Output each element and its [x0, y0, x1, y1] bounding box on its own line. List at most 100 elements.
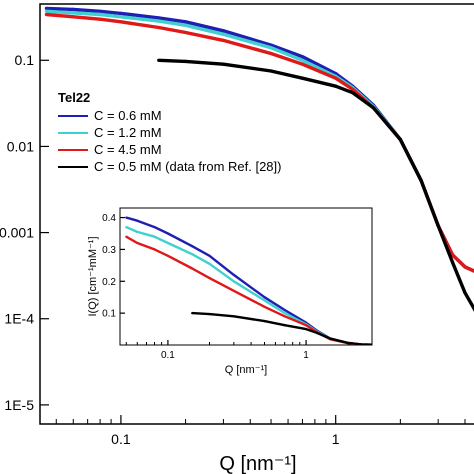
main-data-point	[351, 91, 355, 95]
inset-data-point	[191, 245, 194, 248]
main-x-tick-label: 1	[332, 431, 340, 447]
legend-entry: C = 0.6 mM	[58, 107, 358, 124]
inset-data-point	[208, 262, 211, 265]
inset-data-point	[136, 230, 139, 233]
main-frame	[39, 3, 474, 425]
main-data-point	[463, 291, 467, 295]
main-data-point	[71, 15, 75, 19]
main-data-point	[436, 224, 440, 228]
inset-data-point	[232, 289, 235, 292]
inset-data-point	[208, 313, 211, 316]
legend: Tel22 C = 0.6 mM C = 1.2 mM C = 4.5 mM C…	[58, 90, 358, 175]
main-data-point	[119, 15, 123, 19]
inset-series-group	[125, 216, 372, 345]
inset-data-point	[263, 305, 266, 308]
main-data-point	[300, 58, 304, 62]
inset-data-point	[305, 324, 308, 327]
inset-data-point	[283, 308, 286, 312]
main-data-point	[451, 260, 455, 265]
main-data-point	[98, 12, 102, 17]
inset-data-point	[370, 343, 372, 345]
inset-y-tick-label: 0.2	[102, 277, 116, 288]
inset-data-point	[136, 241, 139, 245]
legend-entry: C = 0.5 mM (data from Ref. [28])	[58, 158, 358, 175]
inset-data-point	[315, 331, 319, 334]
legend-entry: C = 4.5 mM	[58, 141, 358, 158]
main-series-line-3	[158, 58, 474, 312]
main-data-point	[351, 87, 355, 91]
main-data-point	[398, 138, 402, 142]
inset-data-point	[263, 299, 266, 302]
main-data-point	[451, 253, 455, 257]
main-data-point	[221, 62, 225, 66]
legend-label: C = 1.2 mM	[94, 125, 162, 140]
legend-swatch-1	[58, 131, 88, 134]
main-data-point	[157, 19, 161, 23]
inset-data-point	[191, 253, 194, 256]
inset-data-point	[191, 312, 194, 315]
inset-data-point	[346, 341, 349, 344]
inset-data-point	[153, 248, 156, 251]
main-y-tick-label: 1E-5	[4, 397, 34, 413]
inset-x-tick-label: 1	[303, 350, 309, 361]
main-data-point	[300, 62, 304, 66]
inset-data-point	[125, 226, 128, 229]
inset-data-point	[329, 337, 332, 340]
inset-data-point	[125, 216, 128, 219]
main-data-point	[371, 106, 376, 110]
main-data-point	[119, 20, 123, 24]
inset-y-tick-label: 0.4	[102, 213, 116, 224]
inset-data-point	[208, 254, 211, 257]
main-x-tick-label: 0.1	[111, 431, 131, 447]
inset-data-point	[263, 296, 266, 299]
main-data-point	[269, 69, 273, 73]
inset-data-point	[136, 219, 139, 222]
main-data-point	[44, 12, 49, 17]
main-data-point	[269, 46, 273, 50]
legend-label: C = 4.5 mM	[94, 142, 162, 157]
legend-entry: C = 1.2 mM	[58, 124, 358, 141]
inset-data-point	[166, 232, 169, 235]
main-data-point	[44, 6, 49, 10]
main-y-tick-label: 0.1	[15, 52, 35, 68]
main-data-point	[269, 51, 273, 56]
inset-data-point	[153, 226, 156, 229]
inset-data-point	[232, 273, 235, 276]
main-data-point	[334, 76, 338, 80]
inset-data-point	[360, 343, 363, 345]
inset-data-point	[166, 241, 169, 245]
main-data-point	[184, 30, 188, 35]
inset-data-point	[283, 312, 286, 315]
inset-data-point	[153, 235, 156, 238]
main-data-point	[184, 20, 188, 24]
legend-title: Tel22	[58, 90, 91, 105]
inset-data-point	[125, 235, 128, 238]
inset-data-point	[283, 324, 286, 327]
main-x-axis-label: Q [nm⁻¹]	[219, 453, 296, 474]
inset-data-point	[283, 315, 286, 318]
inset-data-point	[305, 328, 308, 331]
main-plot-area: 0.1 1 0.1 0.01 0.001 1E-4 1E-5 Q [nm⁻¹]	[0, 3, 474, 474]
legend-label: C = 0.6 mM	[94, 108, 162, 123]
inset-data-point	[208, 277, 211, 280]
main-data-point	[98, 9, 102, 13]
inset-y-tick-label: 0.1	[102, 309, 116, 320]
inset-x-axis-label: Q [nm⁻¹]	[225, 364, 267, 376]
main-data-point	[334, 84, 338, 88]
inset-data-point	[191, 267, 194, 270]
main-data-point	[184, 59, 188, 64]
main-data-point	[184, 23, 188, 27]
legend-swatch-2	[58, 148, 88, 151]
main-y-tick-label: 1E-4	[4, 311, 34, 327]
main-y-tick-label: 0.01	[7, 138, 34, 154]
main-data-point	[463, 265, 467, 269]
main-data-point	[71, 7, 75, 11]
main-data-point	[300, 55, 304, 59]
inset-data-point	[232, 280, 235, 283]
legend-label: C = 0.5 mM (data from Ref. [28])	[94, 159, 282, 174]
main-data-point	[157, 25, 161, 30]
main-data-point	[300, 76, 304, 80]
inset-x-tick-label: 0.1	[161, 350, 175, 361]
main-data-point	[44, 9, 49, 13]
